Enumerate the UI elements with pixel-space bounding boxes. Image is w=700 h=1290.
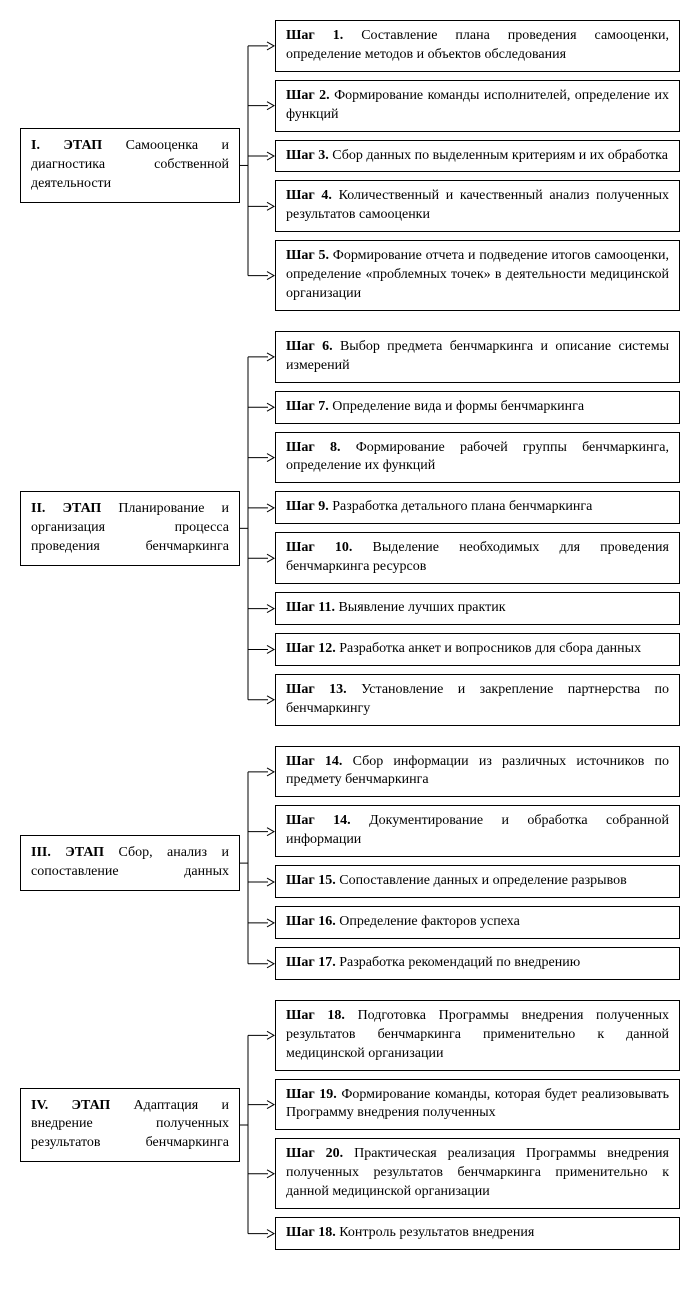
step-number: Шаг 15. bbox=[286, 873, 336, 888]
step-number: Шаг 13. bbox=[286, 682, 347, 697]
step-box: Шаг 10. Выделение необходимых для провед… bbox=[275, 532, 680, 584]
step-number: Шаг 17. bbox=[286, 955, 336, 970]
step-number: Шаг 5. bbox=[286, 248, 329, 263]
step-box: Шаг 1. Составление плана проведения само… bbox=[275, 20, 680, 72]
step-text: Формирование команды, которая будет реал… bbox=[286, 1087, 669, 1121]
step-number: Шаг 12. bbox=[286, 641, 336, 656]
stage-box: III. ЭТАП Сбор, анализ и сопоставление д… bbox=[20, 835, 240, 891]
step-box: Шаг 17. Разработка рекомендаций по внедр… bbox=[275, 947, 680, 980]
step-box: Шаг 9. Разработка детального плана бенчм… bbox=[275, 491, 680, 524]
step-box: Шаг 19. Формирование команды, которая бу… bbox=[275, 1079, 680, 1131]
benchmarking-stages-diagram: I. ЭТАП Самооценка и диагностика собстве… bbox=[20, 20, 680, 1250]
step-text: Разработка рекомендаций по внедрению bbox=[336, 955, 580, 970]
step-box: Шаг 12. Разработка анкет и вопросников д… bbox=[275, 633, 680, 666]
step-text: Контроль результатов внедрения bbox=[336, 1225, 535, 1240]
stage-block: II. ЭТАП Планирование и организация проц… bbox=[20, 331, 680, 726]
connector-column bbox=[240, 1000, 275, 1250]
step-text: Количественный и качественный анализ пол… bbox=[286, 188, 669, 222]
stage-box: IV. ЭТАП Адаптация и внедрение полученны… bbox=[20, 1088, 240, 1163]
stage-number: IV. ЭТАП bbox=[31, 1098, 110, 1113]
step-text: Сбор данных по выделенным критериям и их… bbox=[329, 148, 668, 163]
step-box: Шаг 15. Сопоставление данных и определен… bbox=[275, 865, 680, 898]
step-text: Практическая реализация Программы внедре… bbox=[286, 1146, 669, 1199]
step-text: Формирование команды исполнителей, опред… bbox=[286, 88, 669, 122]
steps-column: Шаг 6. Выбор предмета бенчмаркинга и опи… bbox=[275, 331, 680, 726]
stage-block: I. ЭТАП Самооценка и диагностика собстве… bbox=[20, 20, 680, 311]
step-number: Шаг 4. bbox=[286, 188, 332, 203]
connector-column bbox=[240, 746, 275, 980]
step-number: Шаг 8. bbox=[286, 440, 340, 455]
stage-number: III. ЭТАП bbox=[31, 845, 104, 860]
step-box: Шаг 6. Выбор предмета бенчмаркинга и опи… bbox=[275, 331, 680, 383]
step-number: Шаг 6. bbox=[286, 339, 333, 354]
step-text: Выявление лучших практик bbox=[335, 600, 506, 615]
step-box: Шаг 5. Формирование отчета и подведение … bbox=[275, 240, 680, 311]
step-text: Разработка анкет и вопросников для сбора… bbox=[336, 641, 641, 656]
step-box: Шаг 3. Сбор данных по выделенным критери… bbox=[275, 140, 680, 173]
steps-column: Шаг 14. Сбор информации из различных ист… bbox=[275, 746, 680, 980]
step-number: Шаг 18. bbox=[286, 1008, 345, 1023]
step-number: Шаг 3. bbox=[286, 148, 329, 163]
step-number: Шаг 2. bbox=[286, 88, 330, 103]
step-text: Выбор предмета бенчмаркинга и описание с… bbox=[286, 339, 669, 373]
step-text: Разработка детального плана бенчмаркинга bbox=[329, 499, 593, 514]
step-text: Определение факторов успеха bbox=[336, 914, 520, 929]
steps-column: Шаг 1. Составление плана проведения само… bbox=[275, 20, 680, 311]
step-box: Шаг 16. Определение факторов успеха bbox=[275, 906, 680, 939]
step-box: Шаг 14. Документирование и обработка соб… bbox=[275, 805, 680, 857]
step-number: Шаг 11. bbox=[286, 600, 335, 615]
step-number: Шаг 14. bbox=[286, 754, 342, 769]
step-number: Шаг 1. bbox=[286, 28, 343, 43]
stage-box: I. ЭТАП Самооценка и диагностика собстве… bbox=[20, 128, 240, 203]
connector-column bbox=[240, 331, 275, 726]
step-text: Формирование отчета и подведение итогов … bbox=[286, 248, 669, 301]
step-number: Шаг 10. bbox=[286, 540, 352, 555]
step-text: Определение вида и формы бенчмаркинга bbox=[329, 399, 584, 414]
step-box: Шаг 18. Подготовка Программы внедрения п… bbox=[275, 1000, 680, 1071]
step-box: Шаг 20. Практическая реализация Программ… bbox=[275, 1138, 680, 1209]
step-number: Шаг 18. bbox=[286, 1225, 336, 1240]
step-text: Сопоставление данных и определение разры… bbox=[336, 873, 627, 888]
step-number: Шаг 20. bbox=[286, 1146, 343, 1161]
step-box: Шаг 11. Выявление лучших практик bbox=[275, 592, 680, 625]
step-box: Шаг 2. Формирование команды исполнителей… bbox=[275, 80, 680, 132]
stage-box: II. ЭТАП Планирование и организация проц… bbox=[20, 491, 240, 566]
step-box: Шаг 13. Установление и закрепление партн… bbox=[275, 674, 680, 726]
steps-column: Шаг 18. Подготовка Программы внедрения п… bbox=[275, 1000, 680, 1250]
stage-number: I. ЭТАП bbox=[31, 138, 102, 153]
step-number: Шаг 7. bbox=[286, 399, 329, 414]
stage-block: IV. ЭТАП Адаптация и внедрение полученны… bbox=[20, 1000, 680, 1250]
step-number: Шаг 9. bbox=[286, 499, 329, 514]
step-box: Шаг 4. Количественный и качественный ана… bbox=[275, 180, 680, 232]
connector-column bbox=[240, 20, 275, 311]
step-number: Шаг 14. bbox=[286, 813, 351, 828]
step-number: Шаг 16. bbox=[286, 914, 336, 929]
step-box: Шаг 7. Определение вида и формы бенчмарк… bbox=[275, 391, 680, 424]
step-box: Шаг 14. Сбор информации из различных ист… bbox=[275, 746, 680, 798]
step-text: Составление плана проведения самооценки,… bbox=[286, 28, 669, 62]
stage-number: II. ЭТАП bbox=[31, 501, 101, 516]
stage-block: III. ЭТАП Сбор, анализ и сопоставление д… bbox=[20, 746, 680, 980]
step-box: Шаг 8. Формирование рабочей группы бенчм… bbox=[275, 432, 680, 484]
step-text: Формирование рабочей группы бенчмаркинга… bbox=[286, 440, 669, 474]
step-box: Шаг 18. Контроль результатов внедрения bbox=[275, 1217, 680, 1250]
step-number: Шаг 19. bbox=[286, 1087, 337, 1102]
step-text: Сбор информации из различных источников … bbox=[286, 754, 669, 788]
